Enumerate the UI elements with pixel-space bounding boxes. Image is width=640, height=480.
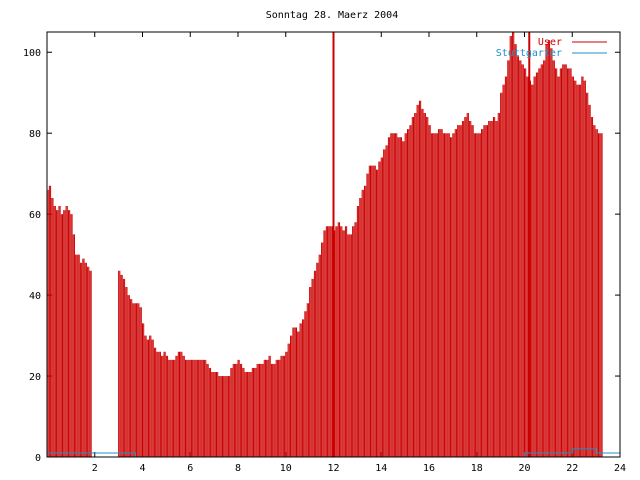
user-series <box>46 32 603 457</box>
x-tick-label: 24 <box>614 463 626 474</box>
x-tick-label: 16 <box>423 463 435 474</box>
y-tick-label: 0 <box>35 453 41 464</box>
x-tick-label: 20 <box>518 463 530 474</box>
y-tick-label: 60 <box>29 210 41 221</box>
plot-frame <box>46 31 621 458</box>
chart-title: Sonntag 28. Maerz 2004 <box>266 10 398 21</box>
stuttgarter-series <box>47 448 620 458</box>
y-tick-label: 40 <box>29 291 41 302</box>
y-tick-label: 20 <box>29 372 41 383</box>
y-tick-label: 100 <box>23 48 41 59</box>
legend-stuttgarter-label: Stuttgarter <box>496 48 562 59</box>
x-tick-label: 6 <box>187 463 193 474</box>
x-tick-label: 18 <box>471 463 483 474</box>
x-tick-label: 2 <box>92 463 98 474</box>
x-tick-label: 14 <box>375 463 387 474</box>
legend: User Stuttgarter <box>496 37 607 59</box>
x-tick-label: 4 <box>139 463 145 474</box>
x-tick-label: 12 <box>327 463 339 474</box>
legend-user-label: User <box>538 37 562 48</box>
y-tick-label: 80 <box>29 129 41 140</box>
x-tick-label: 10 <box>280 463 292 474</box>
stuttgarter-line <box>47 448 620 458</box>
x-tick-label: 22 <box>566 463 578 474</box>
x-axis: 2 4 6 8 10 12 14 16 18 20 22 24 <box>92 32 626 474</box>
x-tick-label: 8 <box>235 463 241 474</box>
